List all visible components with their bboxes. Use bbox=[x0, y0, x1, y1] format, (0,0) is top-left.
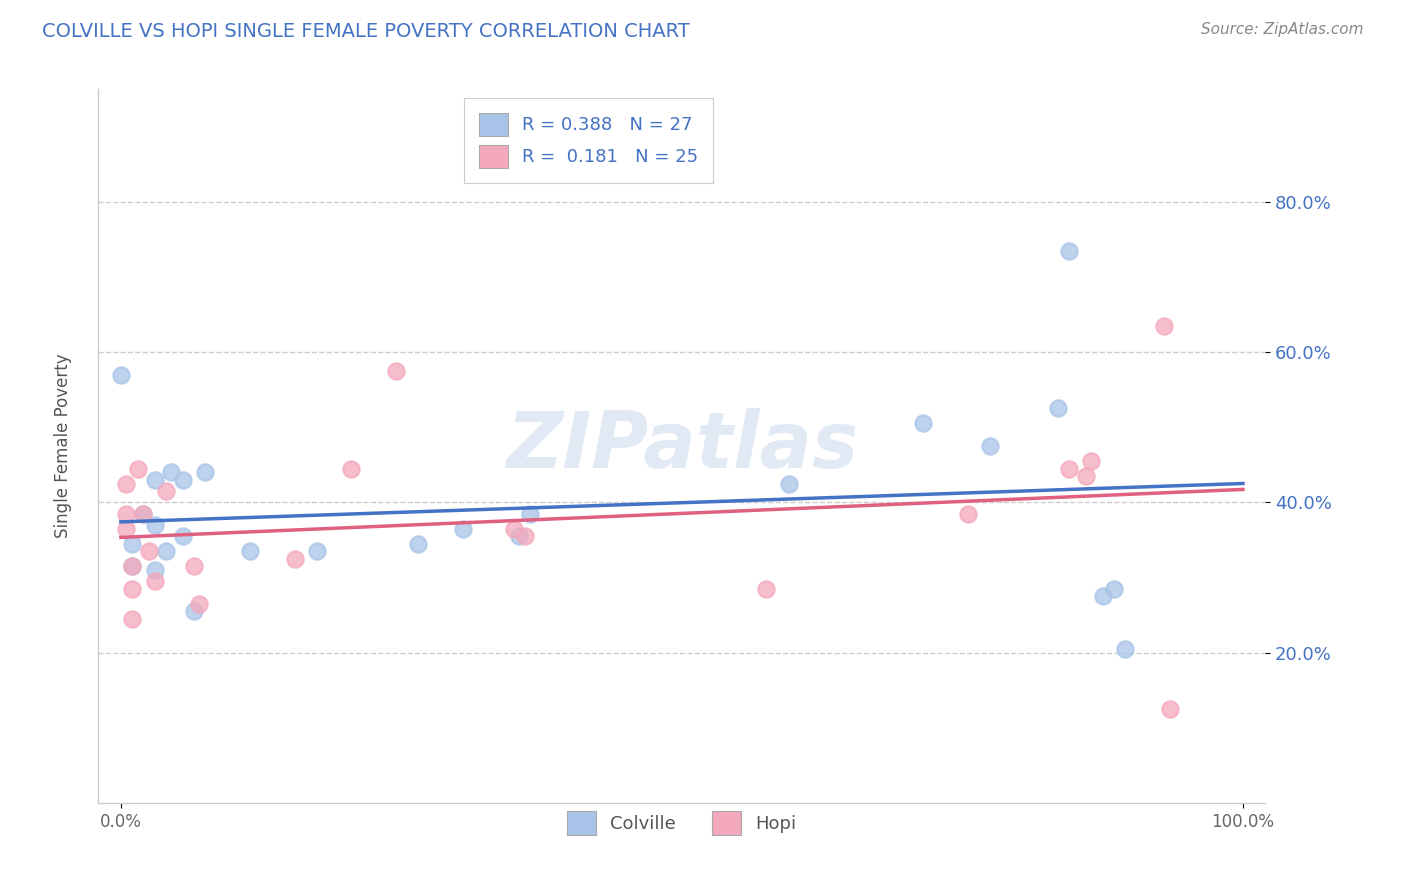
Point bbox=[132, 507, 155, 521]
Point bbox=[143, 473, 166, 487]
Point bbox=[143, 517, 166, 532]
Point bbox=[1057, 461, 1080, 475]
Point bbox=[138, 544, 160, 558]
Legend: Colville, Hopi: Colville, Hopi bbox=[554, 799, 810, 847]
Point bbox=[183, 559, 205, 574]
Point bbox=[188, 597, 211, 611]
Point bbox=[121, 582, 143, 596]
Point bbox=[115, 522, 138, 536]
Point bbox=[340, 461, 363, 475]
Point bbox=[384, 364, 406, 378]
Text: Source: ZipAtlas.com: Source: ZipAtlas.com bbox=[1201, 22, 1364, 37]
Point bbox=[1046, 401, 1069, 416]
Point bbox=[519, 507, 541, 521]
Point bbox=[406, 536, 429, 550]
Point bbox=[1159, 702, 1181, 716]
Text: Single Female Poverty: Single Female Poverty bbox=[55, 354, 72, 538]
Point bbox=[1102, 582, 1125, 596]
Point bbox=[979, 439, 1001, 453]
Point bbox=[1074, 469, 1097, 483]
Text: ZIPatlas: ZIPatlas bbox=[506, 408, 858, 484]
Point bbox=[284, 551, 307, 566]
Point bbox=[755, 582, 778, 596]
Point bbox=[172, 529, 194, 543]
Point bbox=[239, 544, 262, 558]
Point bbox=[132, 507, 155, 521]
Point bbox=[1153, 318, 1175, 333]
Point bbox=[127, 461, 149, 475]
Point bbox=[1080, 454, 1102, 468]
Point bbox=[183, 604, 205, 618]
Point bbox=[143, 563, 166, 577]
Point bbox=[513, 529, 536, 543]
Point bbox=[115, 507, 138, 521]
Point bbox=[121, 536, 143, 550]
Point bbox=[115, 476, 138, 491]
Point bbox=[143, 574, 166, 589]
Point bbox=[160, 465, 183, 479]
Point bbox=[1057, 244, 1080, 258]
Point bbox=[172, 473, 194, 487]
Point bbox=[121, 612, 143, 626]
Point bbox=[451, 522, 474, 536]
Point bbox=[1114, 641, 1136, 656]
Point bbox=[194, 465, 217, 479]
Point bbox=[155, 544, 177, 558]
Point bbox=[778, 476, 800, 491]
Point bbox=[508, 529, 530, 543]
Point bbox=[121, 559, 143, 574]
Point bbox=[912, 417, 935, 431]
Point bbox=[110, 368, 132, 382]
Point bbox=[502, 522, 524, 536]
Text: COLVILLE VS HOPI SINGLE FEMALE POVERTY CORRELATION CHART: COLVILLE VS HOPI SINGLE FEMALE POVERTY C… bbox=[42, 22, 690, 41]
Point bbox=[307, 544, 329, 558]
Point bbox=[155, 484, 177, 499]
Point bbox=[121, 559, 143, 574]
Point bbox=[1091, 589, 1114, 603]
Point bbox=[957, 507, 980, 521]
